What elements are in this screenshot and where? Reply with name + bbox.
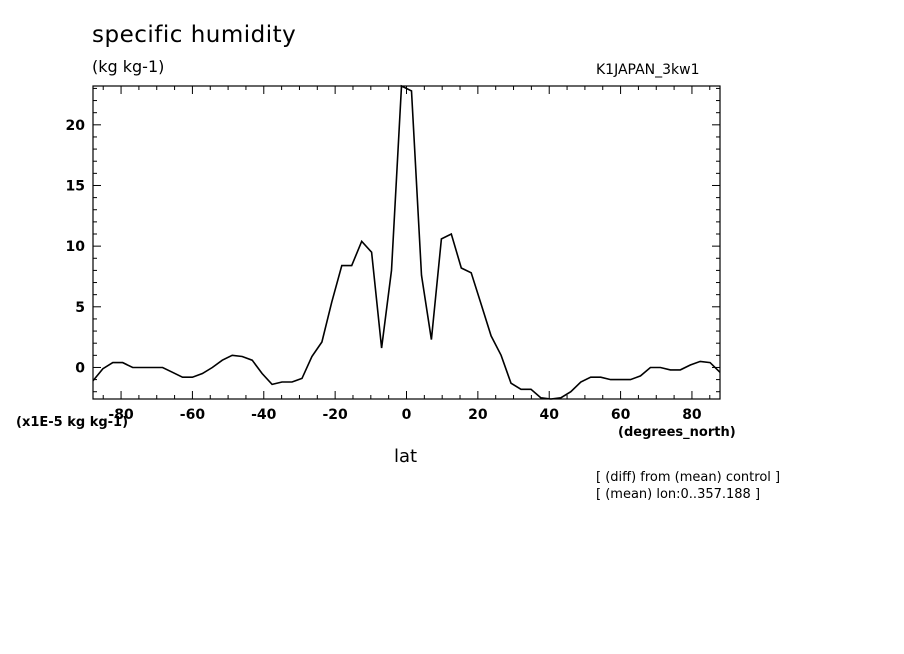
axis-ticks	[93, 86, 720, 399]
y-tick-label: 15	[66, 178, 85, 194]
series-line	[92, 84, 721, 400]
run-label: K1JAPAN_3kw1	[596, 62, 700, 78]
x-tick-label: 20	[468, 407, 488, 423]
x-tick-label: 60	[611, 407, 631, 423]
y-tick-label: 5	[75, 300, 85, 316]
x-tick-label: -80	[108, 407, 134, 423]
x-tick-label: -40	[251, 407, 277, 423]
x-tick-label: -20	[322, 407, 348, 423]
y-tick-label: 20	[66, 118, 86, 134]
tick-labels: -80 -60 -40 -20 0 20 40 60 80 0 5 10 15 20	[66, 118, 702, 423]
y-tick-label: 0	[75, 360, 85, 376]
diff-note: [ (diff) from (mean) control ]	[596, 470, 781, 485]
x-unit-label: (degrees_north)	[618, 425, 736, 440]
x-tick-label: -60	[180, 407, 206, 423]
x-axis-label: lat	[394, 446, 418, 467]
x-tick-label: 0	[402, 407, 412, 423]
chart-units: (kg kg-1)	[92, 57, 165, 76]
chart-title: specific humidity	[92, 22, 297, 48]
x-tick-label: 80	[682, 407, 702, 423]
plot-frame	[92, 85, 721, 400]
x-tick-label: 40	[539, 407, 559, 423]
y-tick-label: 10	[66, 239, 86, 255]
mean-note: [ (mean) lon:0..357.188 ]	[596, 487, 761, 502]
y-scale-label: (x1E-5 kg kg-1)	[16, 415, 129, 430]
